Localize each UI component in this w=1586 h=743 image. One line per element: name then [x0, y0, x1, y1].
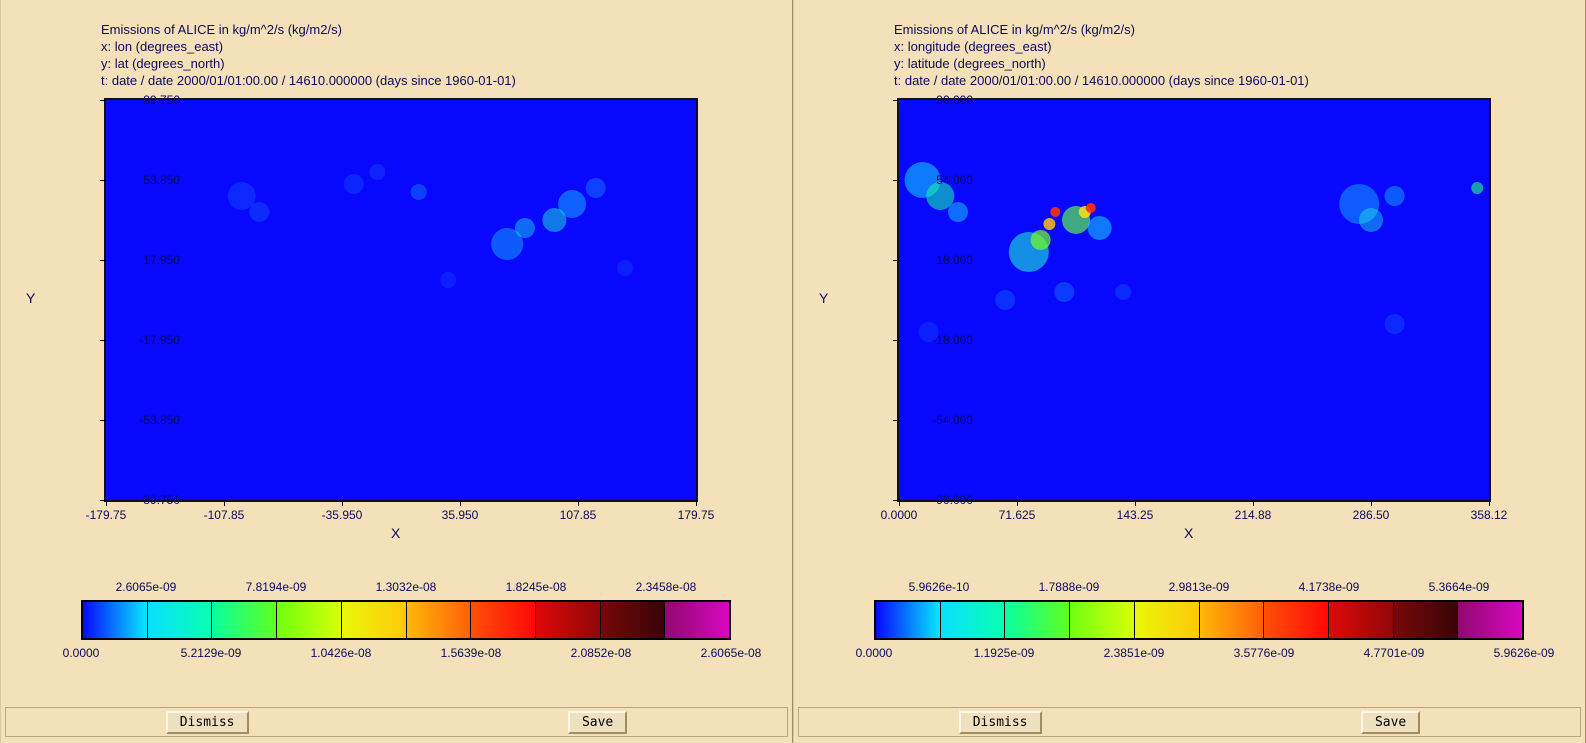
plot-t-meta: t: date / date 2000/01/01:00.00 / 14610.…	[101, 73, 516, 90]
xtick-label: 35.950	[430, 508, 490, 522]
colorbar-segment	[83, 602, 147, 638]
colorbar-segment	[1328, 602, 1393, 638]
panel-left: Emissions of ALICE in kg/m^2/s (kg/m2/s)…	[0, 0, 793, 743]
xtick-label: 143.25	[1105, 508, 1165, 522]
colorbar-top-label: 7.8194e-09	[236, 580, 316, 594]
colorbar-segment	[276, 602, 341, 638]
colorbar-bottom-label: 4.7701e-09	[1354, 646, 1434, 660]
xtick-label: 107.85	[548, 508, 608, 522]
ytick-label: -18.000	[893, 333, 973, 347]
heatmap-plot	[106, 100, 696, 500]
colorbar-segment	[1004, 602, 1069, 638]
xtick-label: -179.75	[76, 508, 136, 522]
colorbar-bottom-label: 5.9626e-09	[1484, 646, 1564, 660]
ytick-label: -54.000	[893, 413, 973, 427]
ytick-label: -53.850	[100, 413, 180, 427]
colorbar-segment	[1069, 602, 1134, 638]
colorbar-segment	[535, 602, 600, 638]
colorbar-top-label: 5.3664e-09	[1419, 580, 1499, 594]
colorbar-segment	[341, 602, 406, 638]
dismiss-button[interactable]: Dismiss	[959, 711, 1042, 734]
save-button[interactable]: Save	[568, 711, 627, 734]
plot-titles: Emissions of ALICE in kg/m^2/s (kg/m2/s)…	[101, 22, 516, 90]
colorbar-top-label: 1.3032e-08	[366, 580, 446, 594]
heatmap-overlay	[899, 100, 1489, 500]
panel-right: Emissions of ALICE in kg/m^2/s (kg/m2/s)…	[793, 0, 1586, 743]
ytick-label: -90.000	[893, 493, 973, 507]
save-button[interactable]: Save	[1361, 711, 1420, 734]
ytick-label: 17.950	[100, 253, 180, 267]
ytick-label: 90.000	[893, 93, 973, 107]
ytick-label: -89.750	[100, 493, 180, 507]
ytick-label: 89.750	[100, 93, 180, 107]
colorbar-segment	[1393, 602, 1458, 638]
ytick-label: 53.850	[100, 173, 180, 187]
colorbar-bottom-label: 2.0852e-08	[561, 646, 641, 660]
colorbar-top-label: 2.9813e-09	[1159, 580, 1239, 594]
button-row: Dismiss Save	[798, 707, 1581, 737]
xtick-label: 214.88	[1223, 508, 1283, 522]
plot-area: Emissions of ALICE in kg/m^2/s (kg/m2/s)…	[11, 10, 782, 693]
colorbar-bottom-label: 0.0000	[834, 646, 914, 660]
xtick-label: 179.75	[666, 508, 726, 522]
colorbar-top-label: 4.1738e-09	[1289, 580, 1369, 594]
xtick-label: 358.12	[1459, 508, 1519, 522]
colorbar-top-label: 2.6065e-09	[106, 580, 186, 594]
x-axis-label: X	[391, 525, 400, 541]
colorbar-bottom-label: 1.0426e-08	[301, 646, 381, 660]
ytick-label: 18.000	[893, 253, 973, 267]
dismiss-button[interactable]: Dismiss	[166, 711, 249, 734]
plot-t-meta: t: date / date 2000/01/01:00.00 / 14610.…	[894, 73, 1309, 90]
colorbar-segment	[211, 602, 276, 638]
colorbar-top-label: 2.3458e-08	[626, 580, 706, 594]
colorbar-segment	[406, 602, 471, 638]
plot-x-meta: x: lon (degrees_east)	[101, 39, 516, 56]
colorbar-bar	[81, 600, 731, 640]
plot-title: Emissions of ALICE in kg/m^2/s (kg/m2/s)	[894, 22, 1309, 39]
colorbar-bar	[874, 600, 1524, 640]
xtick-label: -107.85	[194, 508, 254, 522]
colorbar-bottom-label: 5.2129e-09	[171, 646, 251, 660]
colorbar-bottom-label: 2.3851e-09	[1094, 646, 1174, 660]
colorbar-segment	[470, 602, 535, 638]
plot-x-meta: x: longitude (degrees_east)	[894, 39, 1309, 56]
colorbar-bottom-label: 1.5639e-08	[431, 646, 511, 660]
colorbar-segment	[664, 602, 729, 638]
colorbar-bottom-label: 3.5776e-09	[1224, 646, 1304, 660]
xtick-label: 0.0000	[869, 508, 929, 522]
plot-title: Emissions of ALICE in kg/m^2/s (kg/m2/s)	[101, 22, 516, 39]
colorbar-segment	[147, 602, 212, 638]
ytick-label: -17.950	[100, 333, 180, 347]
colorbar-segment	[1199, 602, 1264, 638]
heatmap-overlay	[106, 100, 696, 500]
plot-y-meta: y: lat (degrees_north)	[101, 56, 516, 73]
colorbar-segment	[1134, 602, 1199, 638]
colorbar-bottom-label: 0.0000	[41, 646, 121, 660]
colorbar-segment	[1263, 602, 1328, 638]
colorbar-top-label: 1.7888e-09	[1029, 580, 1109, 594]
ytick-label: 54.000	[893, 173, 973, 187]
button-row: Dismiss Save	[5, 707, 788, 737]
colorbar-bottom-label: 1.1925e-09	[964, 646, 1044, 660]
plot-y-meta: y: latitude (degrees_north)	[894, 56, 1309, 73]
xtick-label: -35.950	[312, 508, 372, 522]
y-axis-label: Y	[26, 290, 35, 306]
colorbar-bottom-label: 2.6065e-08	[691, 646, 771, 660]
xtick-label: 286.50	[1341, 508, 1401, 522]
plot-area: Emissions of ALICE in kg/m^2/s (kg/m2/s)…	[804, 10, 1575, 693]
colorbar-top-label: 5.9626e-10	[899, 580, 979, 594]
xtick-label: 71.625	[987, 508, 1047, 522]
y-axis-label: Y	[819, 290, 828, 306]
colorbar-top-label: 1.8245e-08	[496, 580, 576, 594]
colorbar-segment	[876, 602, 940, 638]
plot-titles: Emissions of ALICE in kg/m^2/s (kg/m2/s)…	[894, 22, 1309, 90]
x-axis-label: X	[1184, 525, 1193, 541]
heatmap-plot	[899, 100, 1489, 500]
colorbar-segment	[600, 602, 665, 638]
colorbar-segment	[1457, 602, 1522, 638]
colorbar-segment	[940, 602, 1005, 638]
